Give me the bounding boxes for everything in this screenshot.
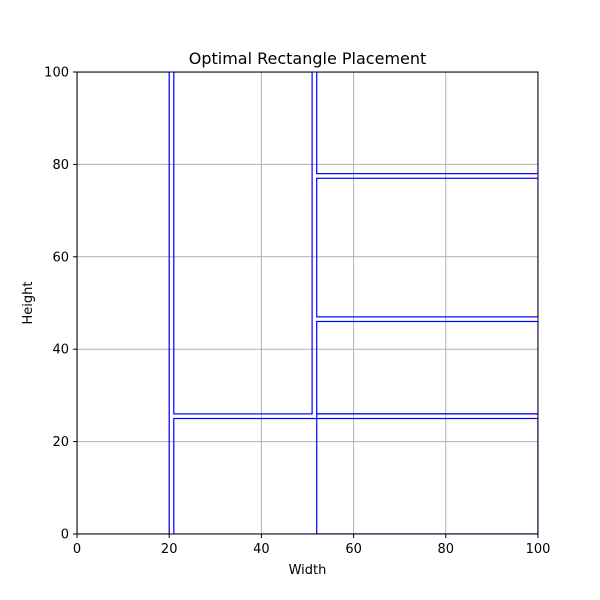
plot-frame (76, 71, 539, 535)
y-tick-label: 80 (52, 158, 69, 173)
x-tick-label: 80 (438, 542, 455, 557)
x-axis-label: Width (289, 563, 327, 578)
rectangles-layer (77, 72, 538, 534)
x-tick-label: 0 (73, 542, 81, 557)
y-tick-label: 40 (52, 343, 69, 358)
y-axis-label: Height (21, 282, 36, 325)
placed-rectangle-6 (316, 177, 538, 318)
grid-layer (76, 71, 539, 535)
chart-title: Optimal Rectangle Placement (189, 49, 427, 68)
y-tick-label: 100 (44, 66, 69, 81)
placed-rectangle-1 (77, 72, 170, 534)
x-tick-label: 20 (161, 542, 178, 557)
placed-rectangle-5 (316, 320, 538, 415)
y-tick-label: 0 (61, 528, 69, 543)
y-tick-label: 20 (52, 435, 69, 450)
y-tick-label: 60 (52, 250, 69, 265)
placed-rectangle-3 (173, 72, 313, 415)
placed-rectangle-2 (173, 417, 538, 534)
placed-rectangle-4 (316, 413, 538, 534)
x-tick-label: 60 (345, 542, 362, 557)
x-tick-label: 100 (526, 542, 551, 557)
placed-rectangle-7 (316, 72, 538, 175)
tick-layer: 0 20 40 60 80 100 0 20 40 60 80 100 (44, 66, 550, 558)
x-tick-label: 40 (253, 542, 270, 557)
